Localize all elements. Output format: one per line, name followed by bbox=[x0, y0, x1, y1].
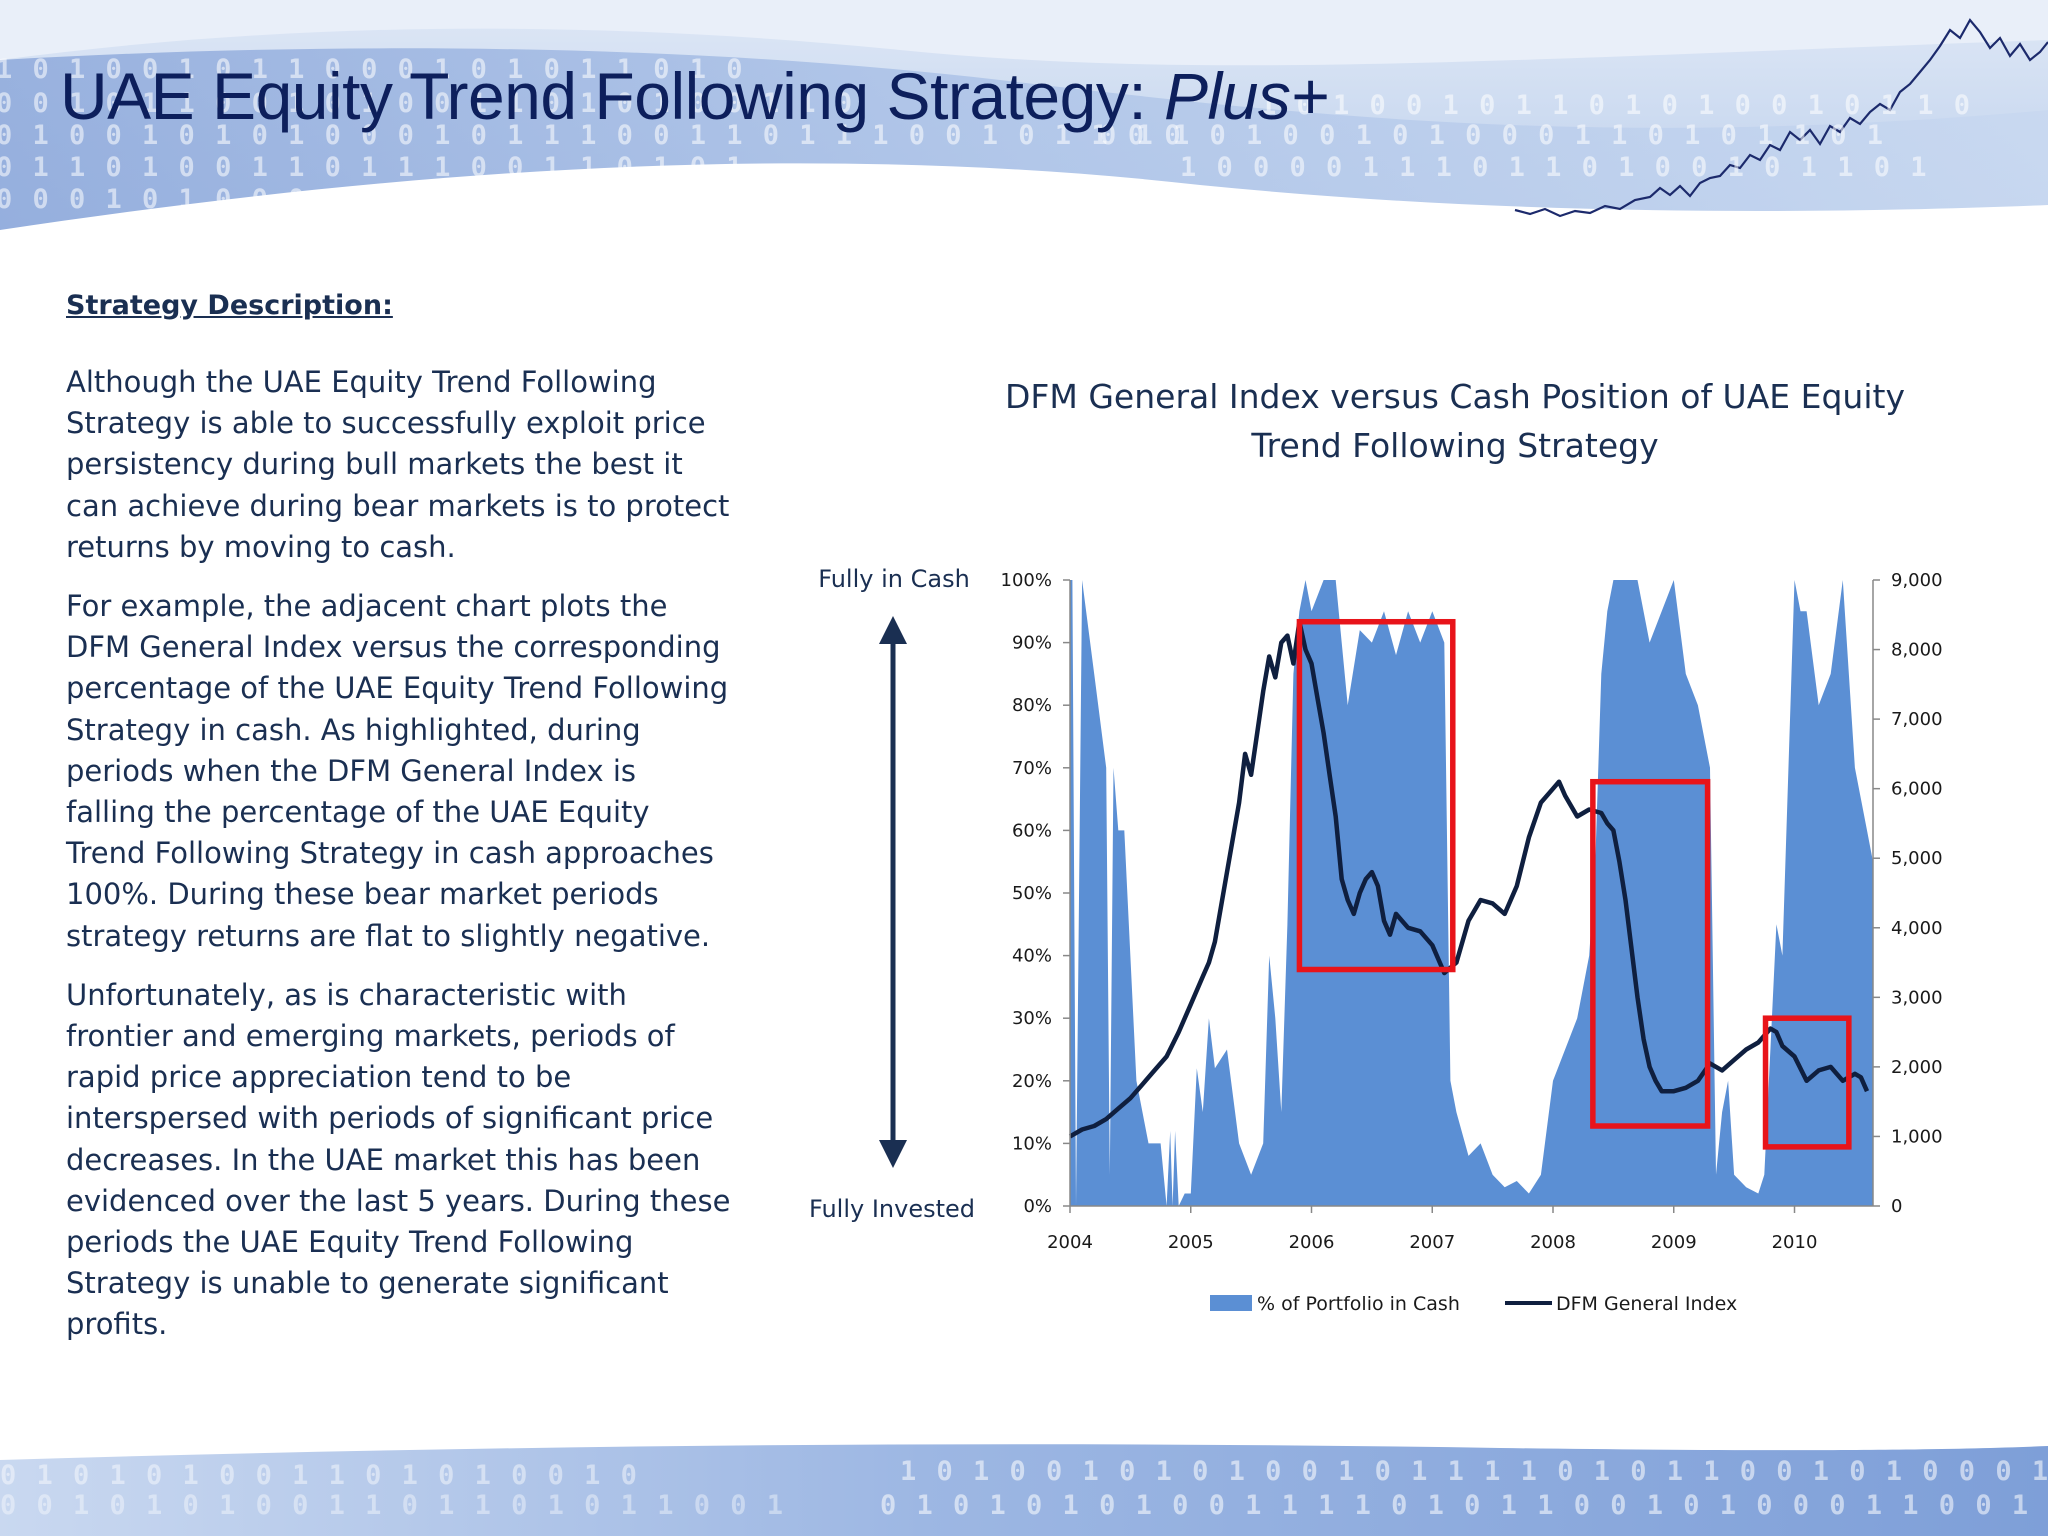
right-tick-label: 0 bbox=[1891, 1196, 1902, 1217]
highlight-box-1 bbox=[1296, 618, 1456, 973]
arrow-up-head bbox=[879, 616, 907, 644]
highlight-box-2 bbox=[1590, 778, 1711, 1129]
annotation-fully-in-cash: Fully in Cash bbox=[818, 565, 970, 593]
description-paragraph-1: Although the UAE Equity Trend Following … bbox=[66, 365, 730, 564]
x-tick-label: 2007 bbox=[1409, 1232, 1455, 1253]
description-paragraph-3: Unfortunately, as is characteristic with… bbox=[66, 977, 731, 1342]
right-tick-label: 3,000 bbox=[1891, 987, 1943, 1008]
right-tick-label: 4,000 bbox=[1891, 918, 1943, 939]
strategy-description-body: Although the UAE Equity Trend Following … bbox=[66, 362, 731, 1364]
dfm-index-line bbox=[1068, 619, 1870, 1139]
right-tick-label: 2,000 bbox=[1891, 1057, 1943, 1078]
x-tick-label: 2005 bbox=[1168, 1232, 1214, 1253]
right-tick-label: 9,000 bbox=[1891, 570, 1943, 591]
highlight-box-3 bbox=[1762, 1015, 1852, 1150]
header-background bbox=[0, 0, 2048, 250]
right-tick-label: 8,000 bbox=[1891, 640, 1943, 661]
arrow-down-head bbox=[879, 1140, 907, 1168]
left-tick-label: 30% bbox=[1012, 1008, 1052, 1029]
right-tick-label: 7,000 bbox=[1891, 709, 1943, 730]
cash-area-series bbox=[1070, 580, 1873, 1206]
annotation-fully-invested: Fully Invested bbox=[809, 1195, 975, 1223]
footer-banner: 0 1 0 1 0 1 0 0 1 1 0 1 0 1 0 0 1 0 1 0 … bbox=[0, 1440, 2048, 1536]
x-tick-label: 2010 bbox=[1772, 1232, 1818, 1253]
x-tick-label: 2004 bbox=[1047, 1232, 1093, 1253]
header-banner: 1 0 1 0 0 1 0 1 1 0 0 0 1 0 1 0 1 1 0 1 … bbox=[0, 0, 2048, 250]
cash-vs-index-chart: 0% 10% 20% 30% 40% 50% 60% 70% 80% 90% 100% 0 1,000 2… bbox=[809, 565, 1943, 1315]
chart-title: DFM General Index versus Cash Position o… bbox=[1005, 377, 1905, 465]
description-paragraph-2: For example, the adjacent chart plots th… bbox=[66, 589, 729, 953]
left-tick-label: 80% bbox=[1012, 695, 1052, 716]
legend-index-label: DFM General Index bbox=[1556, 1293, 1737, 1315]
right-tick-label: 6,000 bbox=[1891, 779, 1943, 800]
page-title-emphasis: Plus+ bbox=[1164, 59, 1329, 133]
left-tick-label: 100% bbox=[1001, 570, 1052, 591]
header-price-sparkline bbox=[1514, 18, 2048, 218]
legend-cash-swatch bbox=[1210, 1295, 1252, 1311]
left-tick-label: 60% bbox=[1012, 820, 1052, 841]
left-tick-label: 0% bbox=[1023, 1196, 1052, 1217]
footer-background bbox=[0, 1444, 2048, 1536]
page-title-main: UAE Equity Trend Following Strategy: bbox=[60, 59, 1165, 133]
x-tick-label: 2006 bbox=[1289, 1232, 1335, 1253]
left-tick-label: 50% bbox=[1012, 883, 1052, 904]
right-tick-label: 1,000 bbox=[1891, 1126, 1943, 1147]
left-tick-label: 20% bbox=[1012, 1071, 1052, 1092]
right-tick-label: 5,000 bbox=[1891, 848, 1943, 869]
left-tick-label: 40% bbox=[1012, 946, 1052, 967]
strategy-description-heading: Strategy Description: bbox=[66, 290, 393, 321]
page-title: UAE Equity Trend Following Strategy: Plu… bbox=[60, 58, 1329, 134]
left-tick-label: 10% bbox=[1012, 1133, 1052, 1154]
x-tick-label: 2008 bbox=[1530, 1232, 1576, 1253]
left-tick-label: 70% bbox=[1012, 758, 1052, 779]
legend-cash-label: % of Portfolio in Cash bbox=[1257, 1293, 1460, 1315]
left-tick-label: 90% bbox=[1012, 633, 1052, 654]
x-tick-label: 2009 bbox=[1651, 1232, 1697, 1253]
